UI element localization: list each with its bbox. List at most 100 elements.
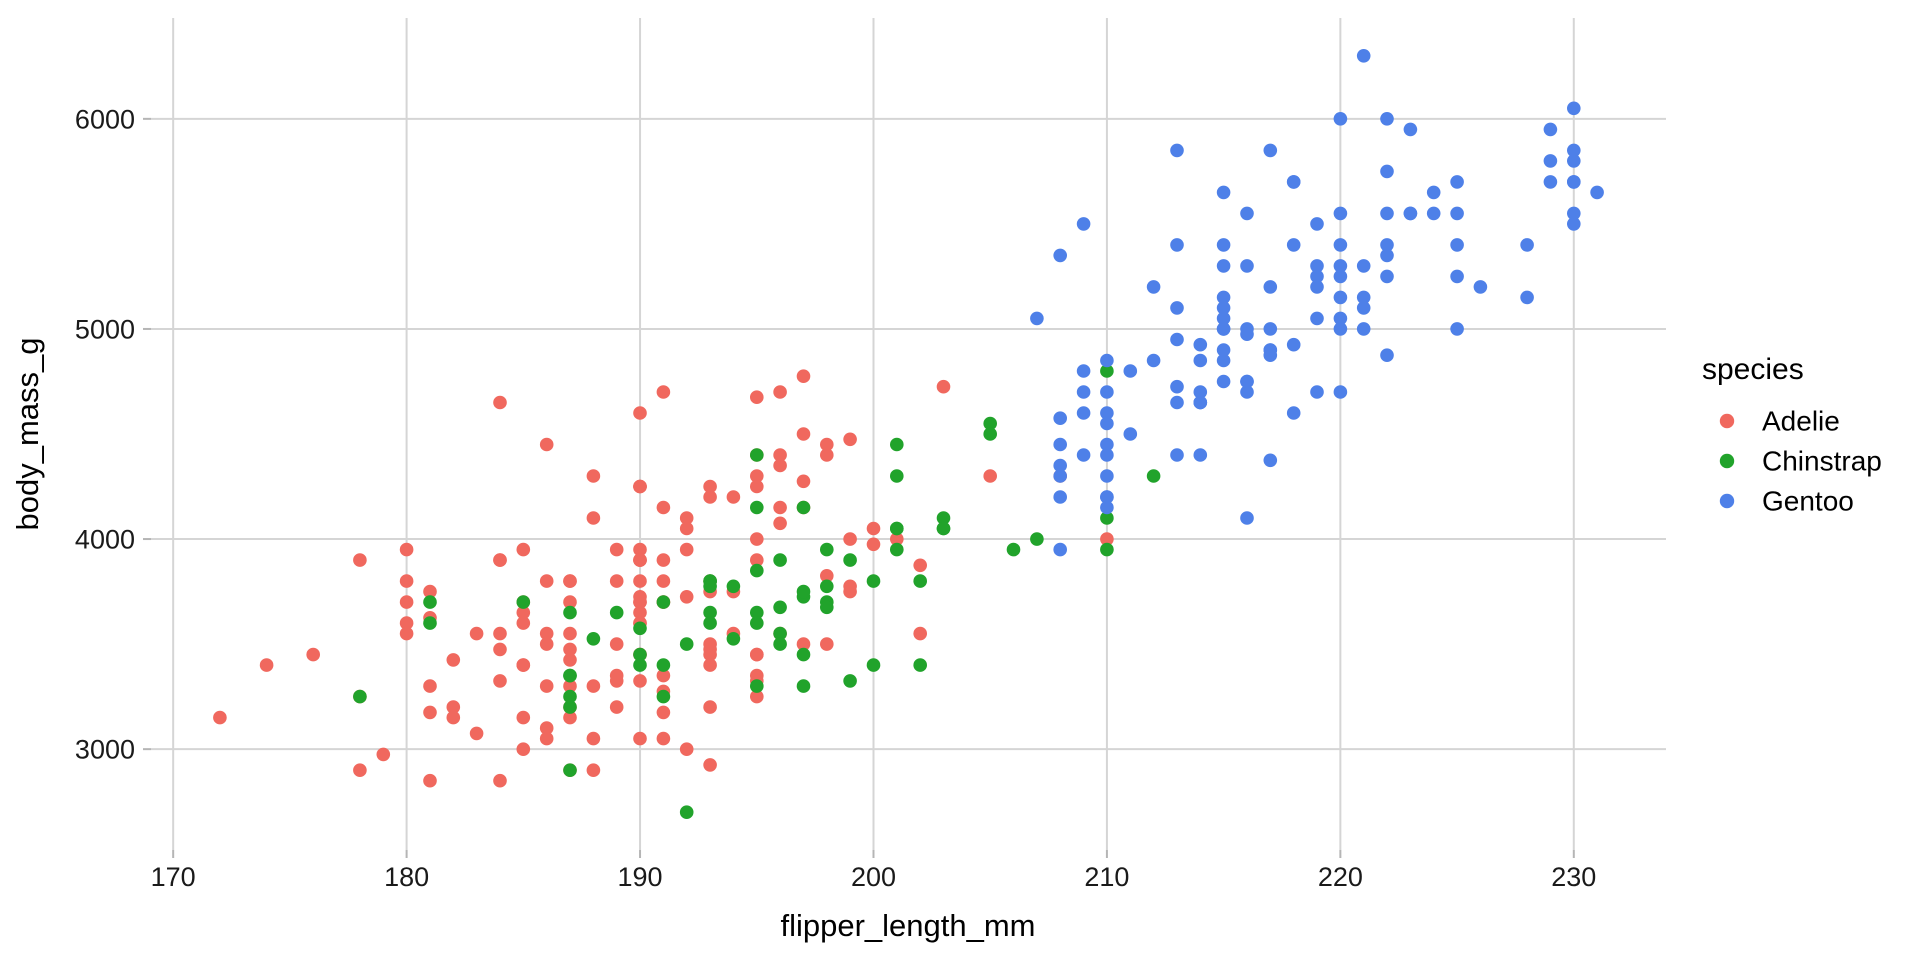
data-point-gentoo — [1543, 122, 1558, 137]
data-point-chinstrap — [820, 600, 834, 615]
data-point-chinstrap — [1100, 511, 1114, 525]
data-point-gentoo — [1543, 154, 1558, 168]
data-point-adelie — [703, 637, 717, 651]
data-point-gentoo — [1263, 322, 1278, 336]
data-point-adelie — [726, 490, 741, 504]
data-point-gentoo — [1170, 301, 1184, 315]
data-point-chinstrap — [656, 658, 671, 672]
data-point-chinstrap — [656, 689, 671, 704]
data-point-chinstrap — [820, 579, 834, 594]
data-point-adelie — [750, 689, 764, 704]
data-point-gentoo — [1216, 238, 1231, 252]
data-point-gentoo — [1567, 101, 1581, 116]
data-point-chinstrap — [843, 674, 857, 688]
data-point-gentoo — [1450, 269, 1464, 284]
data-point-adelie — [493, 395, 507, 410]
data-point-gentoo — [1216, 311, 1231, 326]
data-point-chinstrap — [1146, 469, 1161, 483]
data-point-adelie — [773, 458, 787, 473]
x-tick-label: 180 — [384, 862, 429, 892]
data-point-chinstrap — [703, 616, 717, 630]
data-point-gentoo — [1567, 206, 1581, 221]
data-point-gentoo — [1100, 469, 1114, 483]
data-point-chinstrap — [936, 511, 951, 525]
data-point-adelie — [843, 579, 857, 594]
data-point-chinstrap — [516, 595, 531, 609]
data-point-gentoo — [1286, 406, 1301, 420]
legend-title: species — [1702, 353, 1804, 386]
data-point-adelie — [913, 626, 927, 641]
data-point-adelie — [586, 511, 601, 525]
data-point-adelie — [516, 658, 531, 672]
data-point-gentoo — [1356, 301, 1371, 315]
data-point-adelie — [679, 742, 694, 756]
data-point-adelie — [656, 668, 671, 683]
data-point-adelie — [633, 590, 647, 604]
data-point-chinstrap — [750, 563, 764, 578]
tick-label-layer: 3000 4000 5000 6000 170 180 190 200 210 220 230 — [75, 104, 1596, 892]
data-point-chinstrap — [750, 448, 764, 462]
data-point-adelie — [306, 647, 321, 662]
data-point-gentoo — [1380, 206, 1394, 221]
data-point-adelie — [820, 569, 834, 583]
tick-layer — [143, 117, 1575, 858]
data-point-gentoo — [1520, 290, 1534, 305]
data-point-adelie — [750, 553, 764, 567]
data-point-chinstrap — [773, 626, 787, 641]
data-point-gentoo — [1403, 206, 1418, 221]
legend-entry-gentoo: Gentoo — [1719, 486, 1854, 517]
data-point-chinstrap — [843, 553, 857, 567]
data-point-gentoo — [1567, 143, 1581, 158]
data-point-gentoo — [1053, 248, 1067, 263]
data-point-gentoo — [1170, 332, 1184, 347]
data-point-gentoo — [1333, 311, 1348, 326]
data-point-adelie — [796, 427, 811, 441]
data-point-adelie — [399, 595, 414, 609]
legend-entry-chinstrap: Chinstrap — [1719, 446, 1882, 477]
data-point-gentoo — [1053, 542, 1067, 557]
data-point-gentoo — [1240, 206, 1254, 221]
data-point-adelie — [633, 605, 647, 620]
data-point-adelie — [750, 668, 764, 683]
data-point-gentoo — [1426, 185, 1441, 200]
data-point-adelie — [866, 537, 881, 552]
data-point-gentoo — [1310, 385, 1324, 399]
data-point-adelie — [679, 511, 694, 525]
data-point-adelie — [563, 642, 577, 657]
data-point-chinstrap — [913, 574, 927, 588]
data-point-adelie — [656, 553, 671, 567]
data-point-adelie — [213, 710, 227, 725]
data-point-chinstrap — [563, 668, 577, 683]
data-point-adelie — [539, 637, 554, 651]
data-point-gentoo — [1193, 395, 1208, 410]
data-point-adelie — [423, 679, 437, 693]
data-point-adelie — [890, 532, 904, 546]
data-point-adelie — [773, 500, 787, 515]
data-point-adelie — [703, 490, 717, 504]
data-point-adelie — [586, 763, 601, 777]
data-point-gentoo — [1240, 511, 1254, 525]
data-point-adelie — [353, 763, 367, 777]
data-point-gentoo — [1380, 348, 1394, 363]
data-point-adelie — [563, 710, 577, 725]
data-point-adelie — [843, 432, 857, 447]
x-tick-label: 170 — [151, 862, 196, 892]
data-point-gentoo — [1333, 112, 1348, 126]
data-point-adelie — [399, 542, 414, 557]
data-point-adelie — [656, 574, 671, 588]
data-point-gentoo — [1310, 217, 1324, 231]
data-point-gentoo — [1263, 280, 1278, 294]
data-point-gentoo — [1100, 385, 1114, 399]
data-point-adelie — [469, 726, 484, 741]
data-point-adelie — [633, 406, 647, 420]
data-point-gentoo — [1356, 259, 1371, 273]
data-point-adelie — [773, 516, 787, 531]
data-point-chinstrap — [983, 427, 997, 441]
data-point-gentoo — [1286, 337, 1301, 352]
data-point-adelie — [633, 542, 647, 557]
data-point-gentoo — [1053, 458, 1067, 473]
data-point-gentoo — [1263, 348, 1278, 363]
data-point-chinstrap — [703, 605, 717, 620]
data-point-gentoo — [1053, 437, 1067, 452]
data-point-adelie — [913, 558, 927, 573]
